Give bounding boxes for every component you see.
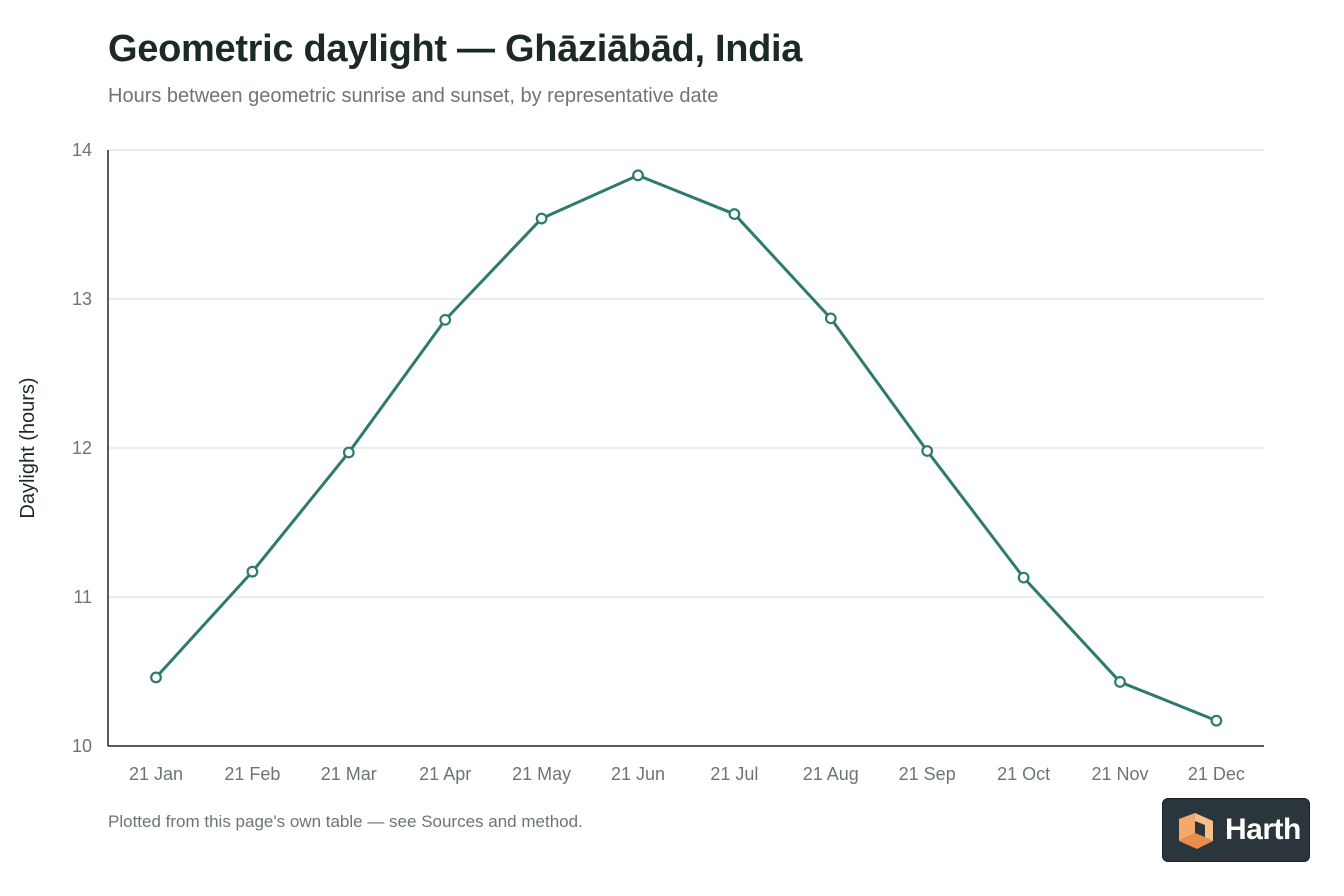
x-tick-label: 21 Dec [1188, 764, 1245, 784]
chart-subtitle: Hours between geometric sunrise and suns… [108, 85, 719, 107]
chart-title: Geometric daylight — Ghāziābād, India [108, 28, 803, 70]
x-tick-label: 21 Mar [321, 764, 377, 784]
logo-text: Harth [1225, 813, 1301, 846]
x-tick-label: 21 Oct [997, 764, 1050, 784]
data-point [921, 445, 934, 457]
data-point [439, 313, 452, 326]
footnote: Plotted from this page's own table — see… [108, 812, 583, 831]
x-tick-label: 21 Jun [611, 764, 665, 784]
x-tick-label: 21 Apr [419, 764, 471, 784]
y-tick-label: 10 [72, 736, 92, 756]
x-tick-label: 21 Sep [899, 764, 956, 784]
data-point [246, 565, 259, 578]
y-tick-label: 11 [73, 587, 92, 607]
y-tick-label: 13 [72, 289, 92, 309]
axes [107, 150, 1264, 747]
data-point [150, 671, 162, 684]
harth-logo: Harth [1162, 798, 1310, 862]
x-tick-labels: 21 Jan 21 Feb 21 Mar 21 Apr 21 May 21 Jun 21 J… [129, 764, 1245, 784]
data-point [1114, 676, 1126, 688]
daylight-line-chart: 10 11 12 13 14 21 Jan 21 Feb 21 Mar 21 Apr 21 Ma… [17, 140, 1264, 784]
x-tick-label: 21 May [512, 764, 571, 784]
x-tick-label: 21 Jul [710, 764, 758, 784]
grid-lines [108, 149, 1264, 598]
data-point [632, 169, 644, 182]
series [150, 169, 1223, 727]
data-point [535, 212, 548, 225]
data-point [1210, 714, 1223, 727]
y-tick-label: 14 [72, 140, 92, 160]
data-point [1017, 571, 1030, 584]
cube-icon [1179, 813, 1213, 849]
x-tick-label: 21 Jan [129, 764, 183, 784]
data-point [728, 208, 741, 220]
x-tick-label: 21 Aug [803, 764, 859, 784]
y-tick-labels: 10 11 12 13 14 [72, 140, 92, 756]
x-tick-label: 21 Nov [1091, 764, 1148, 784]
y-tick-label: 12 [72, 438, 92, 458]
series-line [154, 173, 1218, 723]
x-tick-label: 21 Feb [224, 764, 280, 784]
data-point [824, 312, 837, 325]
y-axis-label: Daylight (hours) [17, 377, 39, 518]
data-point [342, 446, 355, 459]
